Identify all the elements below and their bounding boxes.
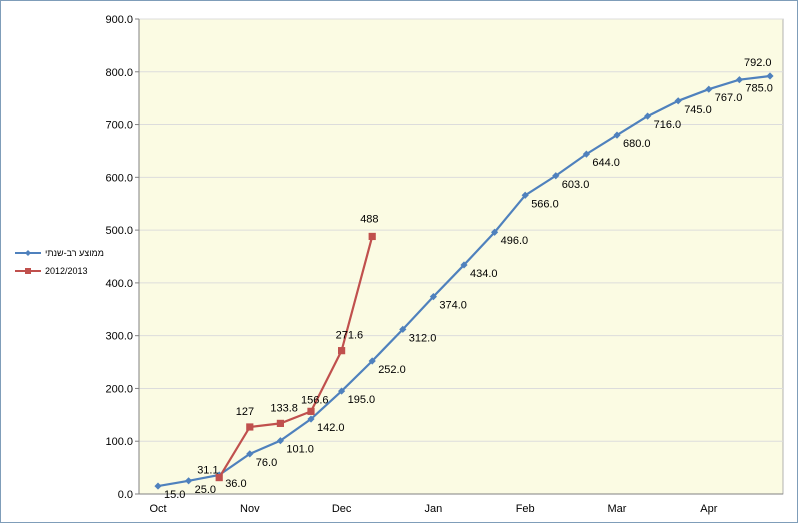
- data-label: 566.0: [531, 198, 559, 210]
- data-label: 31.1: [197, 465, 218, 477]
- y-tick-label: 0.0: [118, 489, 133, 501]
- data-label: 312.0: [409, 332, 437, 344]
- data-label: 374.0: [439, 300, 467, 312]
- data-point: [307, 415, 315, 423]
- data-label: 195.0: [348, 394, 376, 406]
- data-point: [766, 72, 774, 80]
- data-label: 36.0: [225, 478, 246, 490]
- data-label: 680.0: [623, 138, 651, 150]
- data-label: 101.0: [286, 444, 314, 456]
- data-label: 133.8: [270, 402, 298, 414]
- y-tick-label: 100.0: [105, 436, 133, 448]
- data-label: 745.0: [684, 104, 712, 116]
- x-tick-label: Jan: [425, 503, 443, 515]
- y-tick-label: 600.0: [105, 172, 133, 184]
- data-label: 76.0: [256, 457, 277, 469]
- data-point: [644, 112, 652, 120]
- y-tick-label: 400.0: [105, 278, 133, 290]
- x-tick-label: Feb: [516, 503, 535, 515]
- data-point: [674, 97, 682, 105]
- data-point: [215, 473, 223, 482]
- data-point: [307, 407, 315, 415]
- data-point: [246, 450, 254, 458]
- y-tick-label: 200.0: [105, 383, 133, 395]
- data-point: [338, 387, 346, 395]
- plot-area: [138, 18, 784, 495]
- data-label: 644.0: [592, 157, 620, 169]
- data-point: [276, 419, 284, 427]
- x-tick-label: Oct: [149, 503, 166, 515]
- data-label: 142.0: [317, 422, 345, 434]
- data-label: 716.0: [654, 119, 682, 131]
- data-point: [246, 423, 254, 431]
- data-point: [368, 357, 376, 365]
- data-label: 488: [360, 213, 378, 225]
- data-point: [338, 347, 346, 355]
- data-point: [491, 228, 499, 236]
- data-point: [185, 477, 193, 485]
- y-tick-label: 500.0: [105, 225, 133, 237]
- data-point: [368, 232, 376, 241]
- data-label: 156.6: [301, 394, 329, 406]
- data-point: [521, 191, 529, 199]
- data-point: [705, 85, 713, 93]
- data-label: 25.0: [195, 484, 216, 496]
- data-label: 252.0: [378, 364, 406, 376]
- data-point: [582, 150, 590, 158]
- y-tick-label: 900.0: [105, 14, 133, 26]
- y-tick-label: 700.0: [105, 120, 133, 132]
- data-point: [154, 482, 162, 490]
- x-tick-label: Apr: [700, 503, 717, 515]
- legend-marker: [25, 250, 31, 256]
- legend-label-2: 2012/2013: [45, 266, 88, 276]
- data-label: 271.6: [336, 330, 364, 342]
- x-tick-label: Mar: [608, 503, 627, 515]
- data-label: 127: [236, 406, 254, 418]
- data-point: [399, 325, 407, 333]
- data-point: [429, 293, 437, 301]
- y-tick-label: 800.0: [105, 67, 133, 79]
- data-label: 767.0: [715, 92, 743, 104]
- data-label: 496.0: [501, 235, 529, 247]
- x-tick-label: Nov: [240, 503, 260, 515]
- series-line-2: [218, 236, 374, 479]
- legend-label-1: ממוצע רב-שנתי: [45, 248, 104, 258]
- data-label: 434.0: [470, 268, 498, 280]
- data-point: [735, 76, 743, 84]
- data-point: [276, 437, 284, 445]
- legend-marker: [25, 268, 31, 274]
- x-tick-label: Dec: [332, 503, 352, 515]
- data-point: [613, 131, 621, 139]
- data-label: 603.0: [562, 179, 590, 191]
- y-tick-label: 300.0: [105, 331, 133, 343]
- data-label: 15.0: [164, 489, 185, 501]
- data-label: 792.0: [744, 57, 772, 69]
- data-point: [552, 172, 560, 180]
- data-point: [460, 261, 468, 269]
- data-label: 785.0: [745, 83, 773, 95]
